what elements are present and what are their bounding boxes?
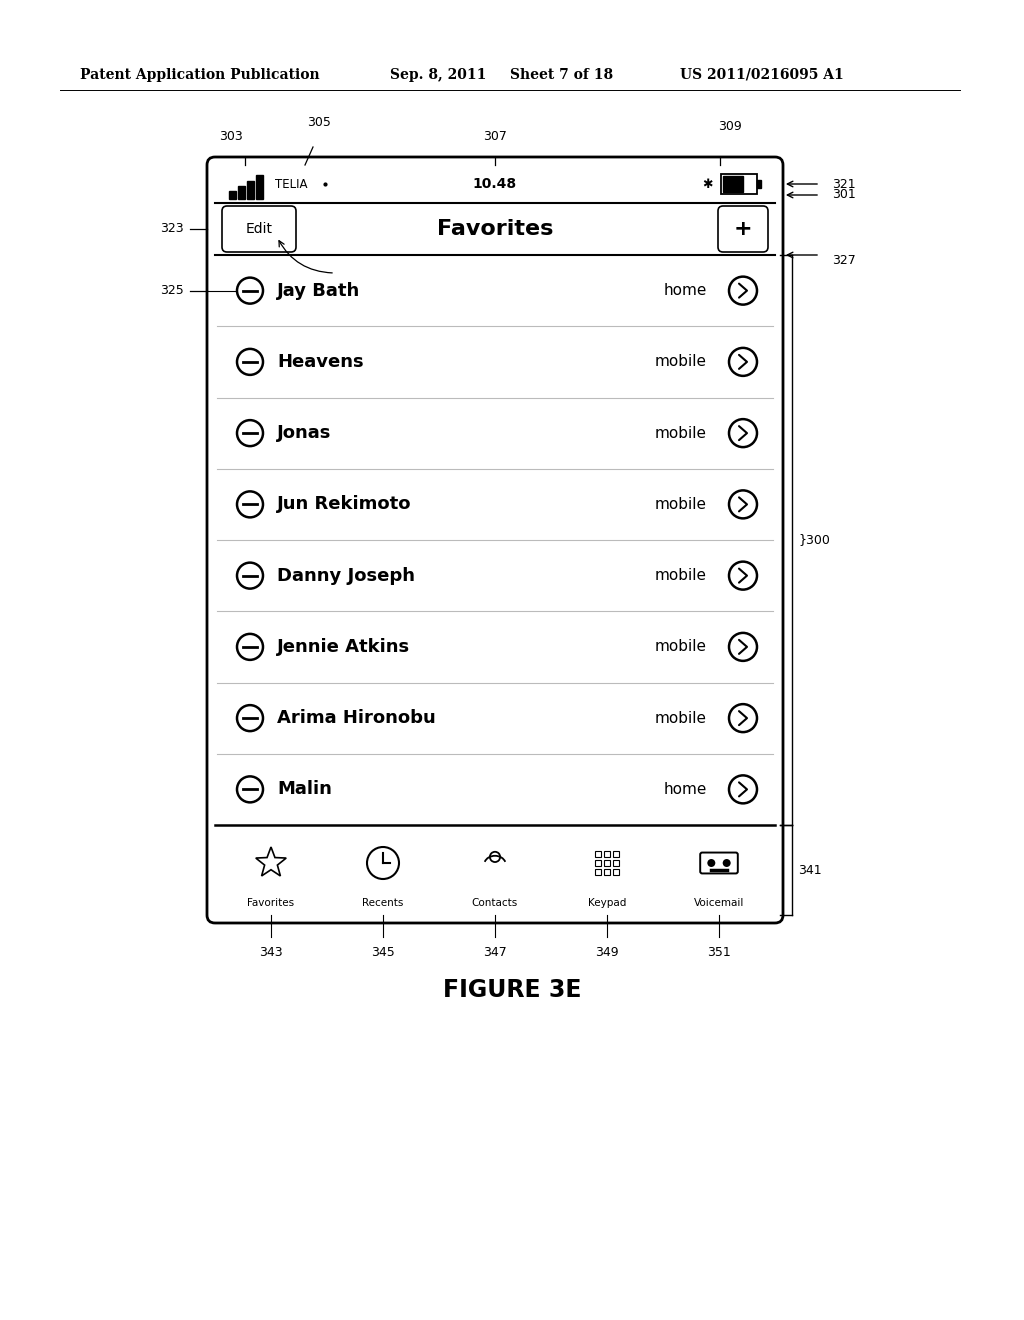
- Bar: [613, 869, 618, 875]
- Text: Sep. 8, 2011: Sep. 8, 2011: [390, 69, 486, 82]
- Text: 341: 341: [798, 863, 821, 876]
- Circle shape: [237, 420, 263, 446]
- Text: Favorites: Favorites: [437, 219, 553, 239]
- Text: 349: 349: [595, 946, 618, 960]
- FancyBboxPatch shape: [222, 206, 296, 252]
- Text: mobile: mobile: [655, 354, 707, 370]
- Bar: [256, 176, 263, 199]
- Bar: [757, 180, 761, 187]
- Text: 307: 307: [483, 131, 507, 144]
- Text: mobile: mobile: [655, 496, 707, 512]
- Text: mobile: mobile: [655, 568, 707, 583]
- Circle shape: [729, 775, 757, 804]
- Circle shape: [489, 851, 500, 862]
- Bar: [229, 191, 236, 199]
- Text: Sheet 7 of 18: Sheet 7 of 18: [510, 69, 613, 82]
- Circle shape: [729, 420, 757, 447]
- Text: 327: 327: [831, 255, 856, 268]
- Text: 305: 305: [307, 116, 331, 129]
- Text: Arima Hironobu: Arima Hironobu: [278, 709, 436, 727]
- Text: ✱: ✱: [701, 177, 713, 190]
- Circle shape: [237, 776, 263, 803]
- Text: Heavens: Heavens: [278, 352, 364, 371]
- Circle shape: [237, 705, 263, 731]
- Text: Danny Joseph: Danny Joseph: [278, 566, 415, 585]
- Text: 325: 325: [160, 284, 183, 297]
- Bar: [721, 174, 757, 194]
- Circle shape: [729, 348, 757, 376]
- Text: mobile: mobile: [655, 639, 707, 655]
- Text: TELIA: TELIA: [275, 177, 307, 190]
- Bar: [723, 176, 742, 191]
- FancyBboxPatch shape: [207, 157, 783, 923]
- Text: 345: 345: [371, 946, 395, 960]
- Text: FIGURE 3E: FIGURE 3E: [442, 978, 582, 1002]
- Circle shape: [729, 277, 757, 305]
- Bar: [604, 851, 610, 857]
- Circle shape: [708, 859, 716, 867]
- Circle shape: [729, 490, 757, 519]
- Text: 10.48: 10.48: [473, 177, 517, 191]
- Text: Jay Bath: Jay Bath: [278, 281, 360, 300]
- Bar: [613, 861, 618, 866]
- Text: Jennie Atkins: Jennie Atkins: [278, 638, 411, 656]
- Text: home: home: [664, 781, 707, 797]
- Circle shape: [367, 847, 399, 879]
- Circle shape: [237, 277, 263, 304]
- Circle shape: [237, 562, 263, 589]
- Text: Patent Application Publication: Patent Application Publication: [80, 69, 319, 82]
- Circle shape: [729, 632, 757, 661]
- Circle shape: [729, 561, 757, 590]
- Text: mobile: mobile: [655, 425, 707, 441]
- Text: home: home: [664, 282, 707, 298]
- Text: Jun Rekimoto: Jun Rekimoto: [278, 495, 412, 513]
- Text: }300: }300: [798, 533, 829, 546]
- Text: 309: 309: [718, 120, 741, 133]
- FancyBboxPatch shape: [700, 853, 738, 874]
- Text: 351: 351: [708, 946, 731, 960]
- Text: Contacts: Contacts: [472, 898, 518, 908]
- Bar: [595, 869, 601, 875]
- Text: Jonas: Jonas: [278, 424, 332, 442]
- Text: 347: 347: [483, 946, 507, 960]
- Bar: [604, 869, 610, 875]
- Circle shape: [237, 348, 263, 375]
- Text: 343: 343: [259, 946, 283, 960]
- FancyBboxPatch shape: [718, 206, 768, 252]
- Bar: [595, 861, 601, 866]
- Text: Recents: Recents: [362, 898, 403, 908]
- Circle shape: [237, 491, 263, 517]
- Circle shape: [729, 704, 757, 733]
- Text: Keypad: Keypad: [588, 898, 627, 908]
- Text: US 2011/0216095 A1: US 2011/0216095 A1: [680, 69, 844, 82]
- Bar: [595, 851, 601, 857]
- Bar: [604, 861, 610, 866]
- Text: Malin: Malin: [278, 780, 332, 799]
- Text: Voicemail: Voicemail: [694, 898, 744, 908]
- Text: 323: 323: [160, 223, 183, 235]
- Text: mobile: mobile: [655, 710, 707, 726]
- Text: 303: 303: [219, 131, 243, 144]
- Text: 301: 301: [831, 189, 856, 202]
- Text: Favorites: Favorites: [248, 898, 295, 908]
- Bar: [238, 186, 245, 199]
- Circle shape: [723, 859, 731, 867]
- Circle shape: [237, 634, 263, 660]
- Bar: [613, 851, 618, 857]
- Text: 321: 321: [831, 177, 856, 190]
- Text: Edit: Edit: [246, 222, 272, 236]
- Bar: [247, 181, 254, 199]
- Text: +: +: [733, 219, 753, 239]
- Polygon shape: [256, 847, 287, 876]
